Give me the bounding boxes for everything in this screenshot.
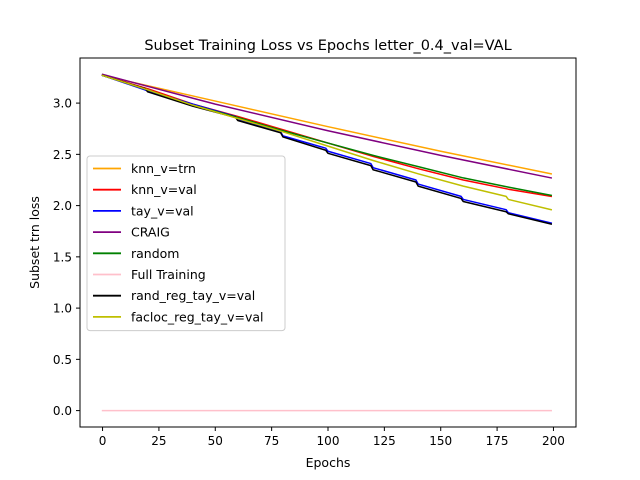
x-tick-label: 25 [151, 434, 166, 448]
series-layer [101, 73, 553, 412]
x-tick-label: 200 [542, 434, 565, 448]
y-tick-label: 0.0 [53, 404, 72, 418]
x-axis-label: Epochs [306, 455, 351, 470]
y-axis-label: Subset trn loss [27, 196, 42, 289]
legend-label-4: random [131, 246, 179, 261]
y-tick-label: 1.0 [53, 302, 72, 316]
legend: knn_v=trn knn_v=val tay_v=val CRAIG random Fu… [86, 155, 286, 332]
x-tick-label: 175 [486, 434, 509, 448]
x-tick-label: 75 [264, 434, 279, 448]
y-tick-label: 0.5 [53, 353, 72, 367]
legend-label-2: tay_v=val [131, 203, 194, 218]
x-tick-label: 0 [99, 434, 107, 448]
legend-label-0: knn_v=trn [131, 161, 196, 176]
legend-label-7: facloc_reg_tay_v=val [131, 309, 264, 324]
series-line-0 [101, 74, 553, 175]
y-tick-label: 2.0 [53, 199, 72, 213]
series-line-7 [101, 74, 553, 211]
x-tick-label: 125 [373, 434, 396, 448]
x-tick-label: 50 [208, 434, 223, 448]
series-line-6 [101, 74, 553, 225]
series-line-3 [101, 73, 553, 179]
y-tick-label: 3.0 [53, 97, 72, 111]
legend-label-5: Full Training [131, 267, 206, 282]
y-tick-label: 1.5 [53, 250, 72, 264]
x-axis: 0 25 50 75 100 125 150 175 200 [99, 427, 565, 448]
legend-box [86, 155, 286, 332]
x-tick-label: 100 [317, 434, 340, 448]
legend-label-3: CRAIG [131, 225, 170, 240]
chart-title: Subset Training Loss vs Epochs letter_0.… [144, 38, 511, 54]
y-axis: 0.0 0.5 1.0 1.5 2.0 2.5 3.0 [53, 97, 80, 418]
legend-label-1: knn_v=val [131, 182, 197, 197]
x-tick-label: 150 [429, 434, 452, 448]
y-tick-label: 2.5 [53, 148, 72, 162]
legend-label-6: rand_reg_tay_v=val [131, 288, 255, 303]
